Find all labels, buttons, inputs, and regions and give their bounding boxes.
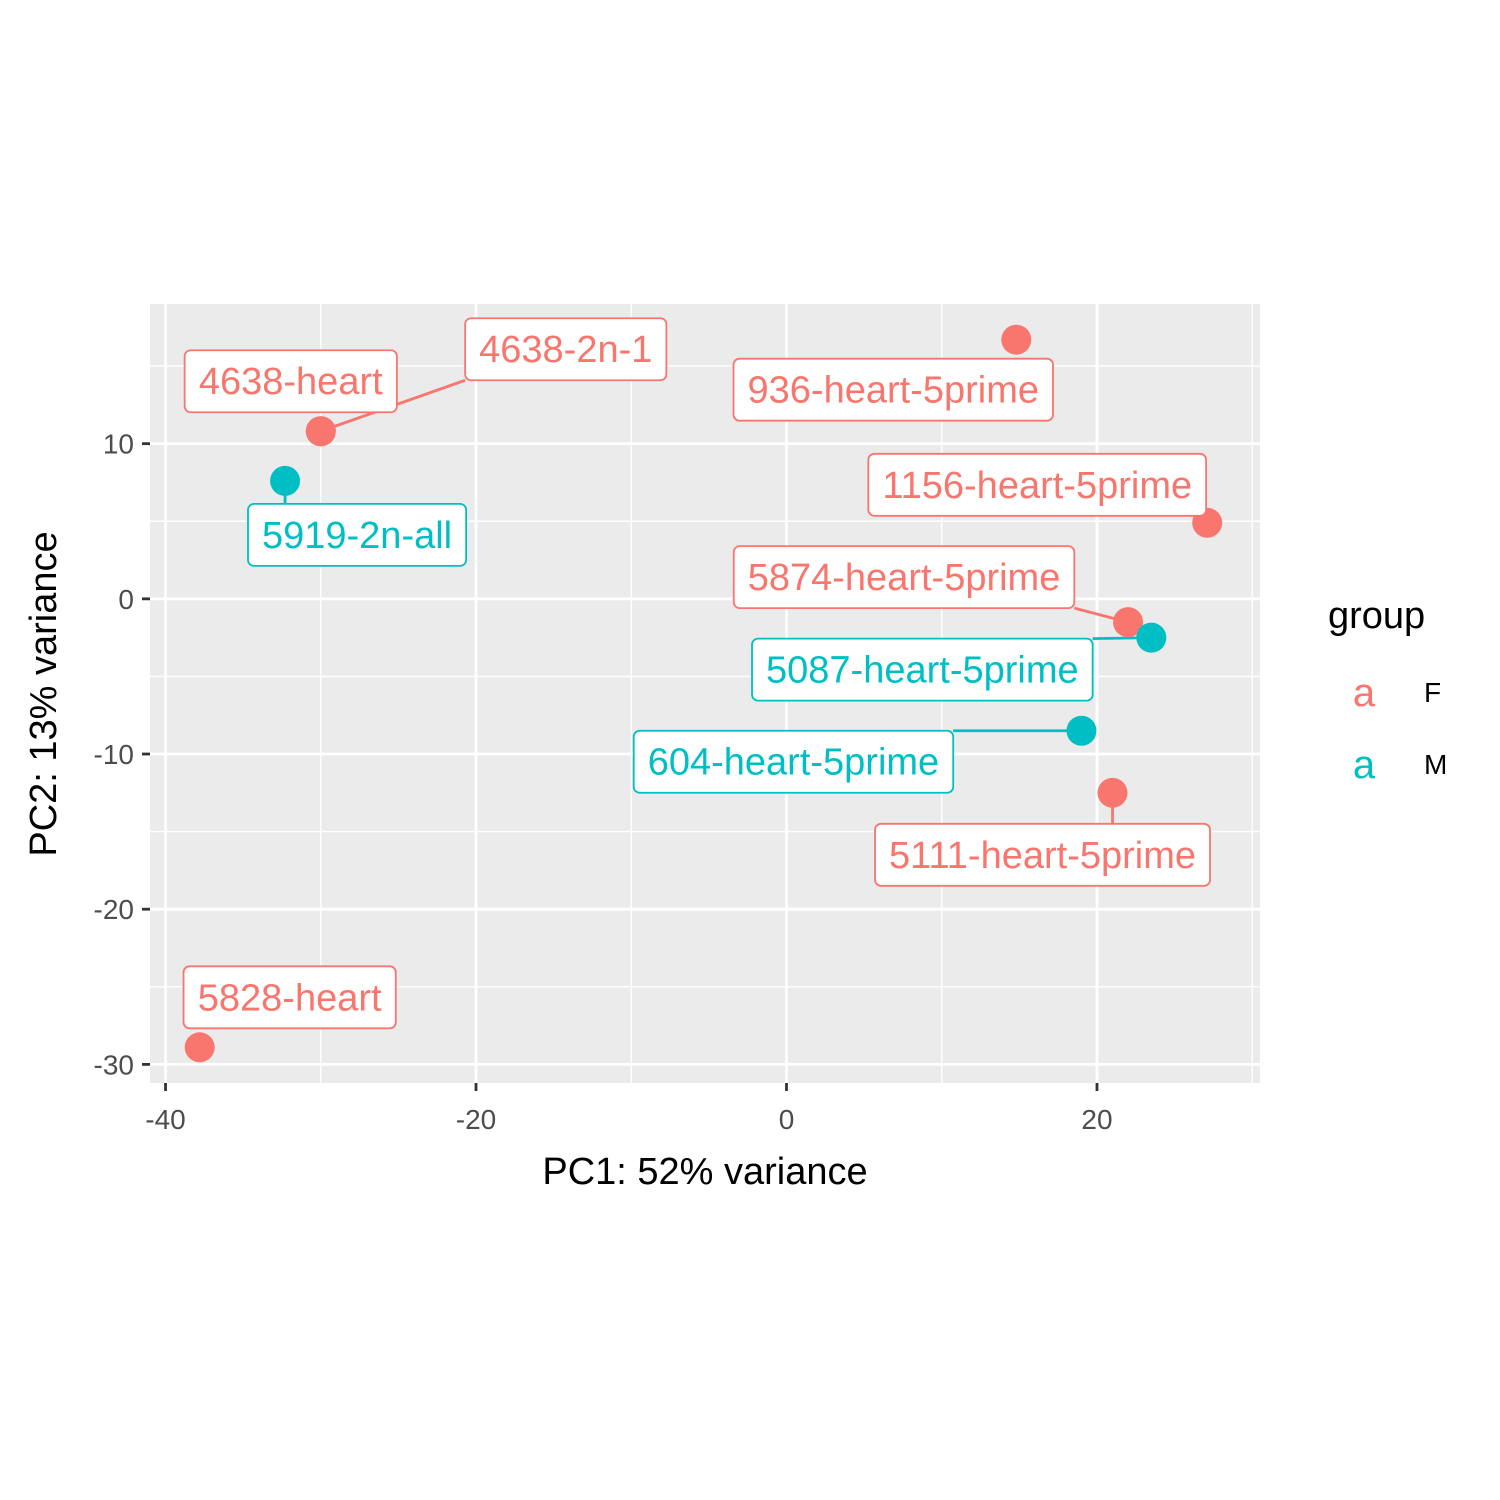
y-tick-label: -30 xyxy=(94,1049,134,1080)
point-label: 5919-2n-all xyxy=(247,503,468,567)
point-label-text: 1156-heart-5prime xyxy=(882,465,1192,507)
point-label-box xyxy=(751,637,1094,702)
x-tick-label: 20 xyxy=(1081,1104,1112,1135)
y-tick-label: 0 xyxy=(118,584,134,615)
data-point xyxy=(1097,777,1128,808)
grid-major xyxy=(150,304,1260,1083)
data-point xyxy=(1001,324,1032,355)
point-label-text: 4638-heart xyxy=(199,361,383,403)
data-point xyxy=(270,465,301,496)
point-label-text: 936-heart-5prime xyxy=(748,370,1039,412)
point-label-box xyxy=(247,503,468,567)
point-label-box xyxy=(183,349,398,414)
point-label: 4638-2n-1 xyxy=(464,317,668,382)
point-labels: 4638-heart 4638-2n-1 936-heart-5prime 1156-… xyxy=(182,317,1211,1030)
point-label: 5087-heart-5prime xyxy=(751,637,1094,702)
y-tick-label: -10 xyxy=(94,739,134,770)
point-label-text: 5828-heart xyxy=(198,977,382,1019)
point-label-box xyxy=(874,822,1211,887)
x-tick-label: -40 xyxy=(145,1104,185,1135)
x-axis-title: PC1: 52% variance xyxy=(542,1151,867,1193)
x-tick-label: -20 xyxy=(456,1104,496,1135)
point-label-box xyxy=(464,317,668,382)
point-label-text: 4638-2n-1 xyxy=(479,329,652,371)
axes: -40 -20 0 20 10 0 -10 -20 -30 xyxy=(94,429,1113,1135)
y-tick-label: -20 xyxy=(94,894,134,925)
point-label-text: 5087-heart-5prime xyxy=(766,650,1079,692)
y-axis-title: PC2: 13% variance xyxy=(23,531,65,856)
x-tick-label: 0 xyxy=(779,1104,795,1135)
point-label-text: 5111-heart-5prime xyxy=(889,835,1196,877)
point-label-box xyxy=(732,357,1054,422)
point-label: 936-heart-5prime xyxy=(732,357,1054,422)
point-label: 1156-heart-5prime xyxy=(867,452,1208,517)
point-label-box xyxy=(182,965,397,1030)
legend-key-glyph: a xyxy=(1353,743,1376,787)
data-point xyxy=(1136,622,1167,653)
data-points xyxy=(184,324,1223,1063)
data-point xyxy=(305,416,336,447)
data-point xyxy=(184,1032,215,1063)
point-label-text: 604-heart-5prime xyxy=(648,742,939,784)
point-label: 4638-heart xyxy=(183,349,398,414)
data-point xyxy=(1066,715,1097,746)
point-label: 5111-heart-5prime xyxy=(874,822,1211,887)
legend-key-glyph: a xyxy=(1353,671,1376,715)
point-label: 5828-heart xyxy=(182,965,397,1030)
legend-title: group xyxy=(1328,595,1425,637)
y-tick-label: 10 xyxy=(103,429,134,460)
point-label: 604-heart-5prime xyxy=(632,729,955,794)
point-label: 5874-heart-5prime xyxy=(732,545,1076,610)
data-point xyxy=(1113,607,1144,638)
point-label-box xyxy=(867,452,1208,517)
point-label-text: 5874-heart-5prime xyxy=(748,557,1061,599)
point-label-box xyxy=(732,545,1076,610)
legend: group a Fa M xyxy=(1328,595,1447,787)
point-label-text: 5919-2n-all xyxy=(262,515,452,557)
point-label-box xyxy=(632,729,955,794)
legend-label: F xyxy=(1424,677,1441,708)
legend-label: M xyxy=(1424,749,1447,780)
